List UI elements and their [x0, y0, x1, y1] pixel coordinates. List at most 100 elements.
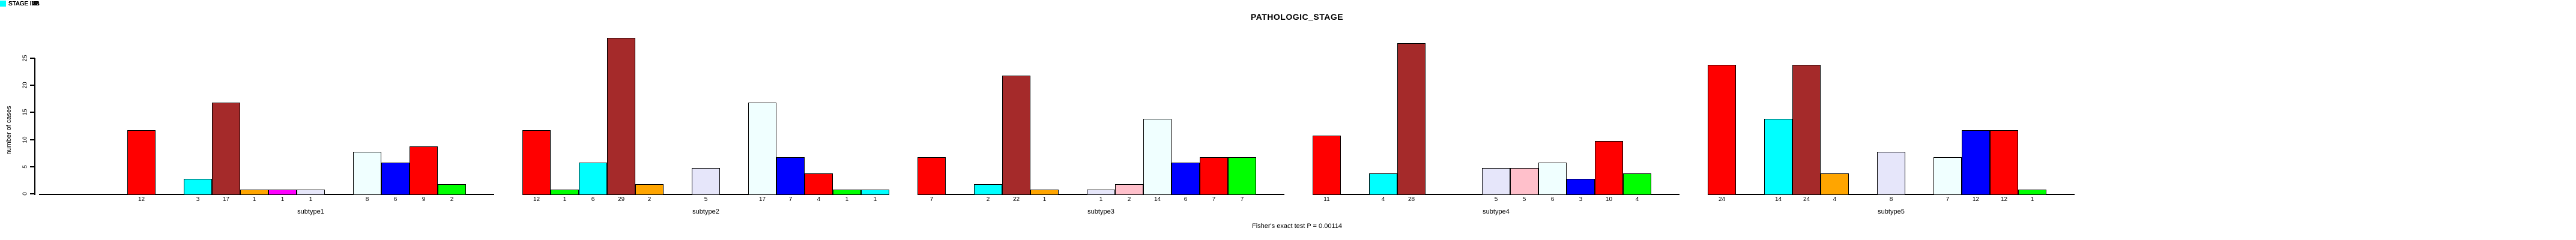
bar-subtype1-stage-iiic [381, 163, 410, 195]
x-axis-group-label: subtype5 [1878, 208, 1905, 215]
bar-value-label: 6 [393, 196, 398, 203]
bar-value-label: 4 [817, 196, 821, 203]
bar-value-label: 12 [1972, 196, 1980, 203]
bar-value-label: 1 [563, 196, 567, 203]
legend-label: STAGE III [8, 1, 35, 7]
legend-label: STAGE IIIC [8, 1, 40, 7]
bar-subtype5-stage-ii [1764, 119, 1792, 195]
bar-subtype5-stage-iii [1877, 152, 1905, 195]
bar-value-label: 1 [873, 196, 877, 203]
bar-subtype5-stage-iva [2018, 190, 2046, 195]
bar-subtype4-stage-iiia [1510, 168, 1538, 195]
bar-value-label: 2 [647, 196, 652, 203]
bar-value-label: 12 [2000, 196, 2008, 203]
x-axis-group-label: subtype3 [1087, 208, 1114, 215]
bar-subtype2-stage-ia [551, 190, 579, 195]
bar-subtype5-stage-iia [1792, 65, 1821, 195]
legend-label: STAGE IVB [8, 1, 40, 7]
bar-subtype1-stage-iv [410, 146, 438, 195]
bar-subtype2-stage-iiib [748, 103, 776, 195]
legend-label: STAGE II [8, 1, 34, 7]
fisher-test-annotation: Fisher's exact test P = 0.00114 [1252, 223, 1342, 230]
y-tick-mark [30, 58, 35, 59]
bar-value-label: 3 [196, 196, 200, 203]
bar-value-label: 17 [222, 196, 230, 203]
legend-label: STAGE IIA [8, 1, 38, 7]
bar-value-label: 1 [2030, 196, 2034, 203]
bar-value-label: 4 [1635, 196, 1639, 203]
bar-value-label: 29 [617, 196, 625, 203]
bar-value-label: 12 [138, 196, 145, 203]
bar-value-label: 14 [1153, 196, 1161, 203]
bar-subtype5-stage-iv [1990, 130, 2018, 195]
bar-value-label: 2 [986, 196, 990, 203]
bar-value-label: 10 [1605, 196, 1613, 203]
legend-label: STAGE IIC [8, 1, 38, 7]
bar-value-label: 5 [704, 196, 708, 203]
bar-subtype3-stage-iva [1228, 157, 1256, 195]
bar-subtype4-stage-iv [1595, 141, 1623, 195]
bar-subtype5-stage-iiic [1962, 130, 1990, 195]
bar-subtype2-stage-iib [635, 184, 664, 195]
bar-subtype2-stage-i [522, 130, 551, 195]
y-tick-mark [30, 85, 35, 86]
bar-value-label: 6 [1184, 196, 1188, 203]
bar-value-label: 1 [252, 196, 256, 203]
bar-subtype3-stage-iia [1002, 76, 1030, 195]
bar-subtype2-stage-iiic [776, 157, 805, 195]
bar-subtype3-stage-i [918, 157, 946, 195]
bar-subtype3-stage-ii [974, 184, 1002, 195]
bar-value-label: 11 [1323, 196, 1330, 203]
bar-value-label: 7 [1212, 196, 1216, 203]
legend-swatch [0, 1, 6, 7]
bar-value-label: 22 [1012, 196, 1020, 203]
legend-label: STAGE IVA [8, 1, 40, 7]
legend-label: STAGE IV [8, 1, 36, 7]
y-tick-label: 0 [22, 192, 29, 196]
bar-subtype1-stage-iic [268, 190, 297, 195]
bar-subtype2-stage-iv [805, 173, 833, 195]
bar-value-label: 7 [1240, 196, 1244, 203]
y-tick-mark [30, 166, 35, 167]
bar-subtype1-stage-i [127, 130, 156, 195]
y-tick-label: 25 [22, 55, 29, 62]
bar-value-label: 2 [1127, 196, 1131, 203]
bar-value-label: 7 [930, 196, 934, 203]
bar-value-label: 24 [1803, 196, 1810, 203]
bar-subtype1-stage-ii [184, 179, 212, 195]
bar-subtype3-stage-iib [1030, 190, 1059, 195]
y-tick-mark [30, 139, 35, 140]
bar-value-label: 8 [365, 196, 369, 203]
y-axis-label: number of cases [5, 106, 13, 155]
bar-value-label: 1 [1042, 196, 1047, 203]
x-axis-group-label: subtype2 [692, 208, 719, 215]
bar-subtype1-stage-iia [212, 103, 240, 195]
bar-value-label: 4 [1833, 196, 1837, 203]
bar-subtype4-stage-iiic [1567, 179, 1595, 195]
bar-subtype4-stage-iiib [1538, 163, 1567, 195]
y-tick-label: 15 [22, 109, 29, 116]
chart-title: PATHOLOGIC_STAGE [1250, 12, 1344, 22]
bar-value-label: 6 [591, 196, 595, 203]
bar-value-label: 14 [1774, 196, 1782, 203]
bar-value-label: 1 [845, 196, 849, 203]
bar-value-label: 3 [1579, 196, 1583, 203]
bar-value-label: 9 [422, 196, 426, 203]
x-axis-group-label: subtype4 [1483, 208, 1510, 215]
bar-value-label: 28 [1407, 196, 1415, 203]
bar-value-label: 17 [758, 196, 766, 203]
bar-subtype5-stage-iiib [1934, 157, 1962, 195]
bar-subtype3-stage-iiia [1115, 184, 1143, 195]
bar-subtype4-stage-iia [1397, 43, 1426, 195]
bar-subtype4-stage-ii [1369, 173, 1397, 195]
bar-subtype3-stage-iii [1087, 190, 1115, 195]
bar-value-label: 1 [280, 196, 285, 203]
bar-value-label: 8 [1889, 196, 1893, 203]
bar-subtype4-stage-i [1313, 136, 1341, 195]
legend-label: STAGE I [8, 1, 32, 7]
bar-value-label: 7 [788, 196, 793, 203]
bar-subtype1-stage-iii [297, 190, 325, 195]
bar-subtype4-stage-iii [1482, 168, 1510, 195]
y-axis-line [34, 58, 35, 195]
bar-subtype3-stage-iiic [1172, 163, 1200, 195]
